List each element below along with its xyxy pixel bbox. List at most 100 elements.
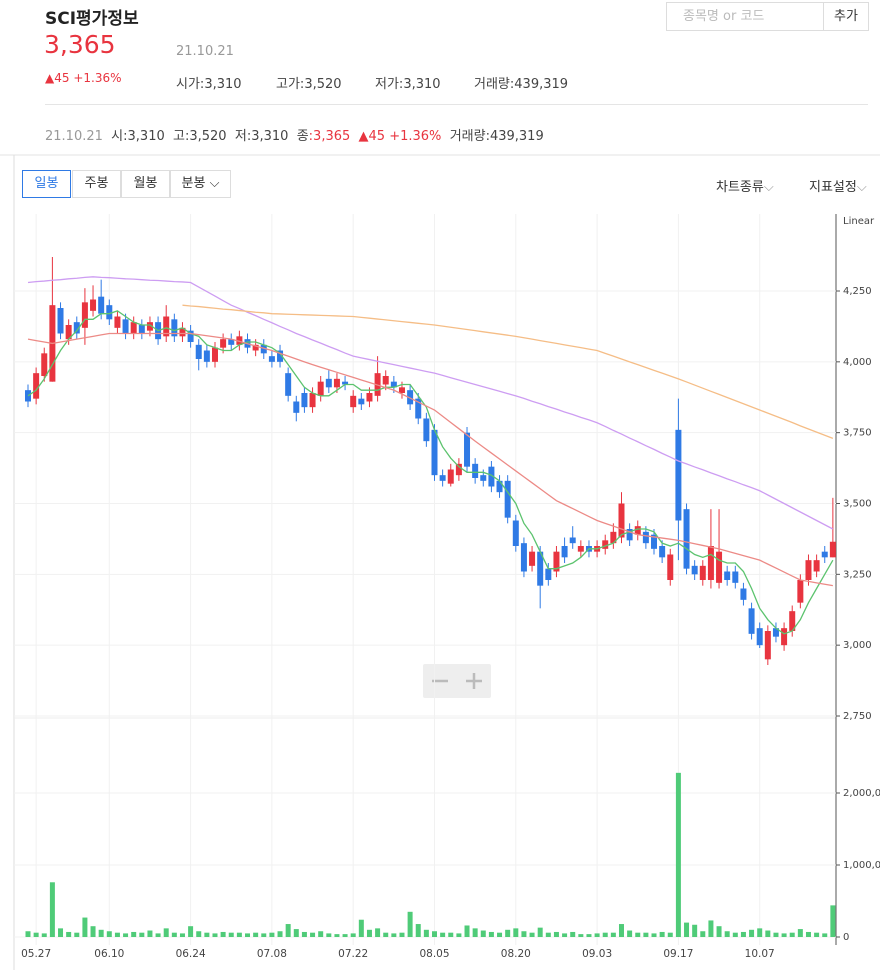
y-tick-label: 3,000	[843, 640, 872, 651]
volume-bar	[610, 932, 616, 937]
candle-body	[57, 308, 64, 334]
candle-body	[73, 322, 80, 334]
volume-bar	[253, 932, 259, 937]
search-input[interactable]: 종목명 or 코드	[666, 2, 824, 31]
candle-body	[496, 480, 503, 493]
x-tick-label: 07.08	[257, 948, 287, 960]
candle-body	[577, 546, 584, 552]
y-tick-label: 2,750	[843, 711, 872, 722]
candle-body	[398, 387, 405, 393]
volume-bar	[570, 931, 576, 937]
candle-body	[561, 546, 568, 558]
volume-bar	[602, 932, 608, 937]
menu-label: 차트종류	[716, 180, 764, 195]
volume-bar	[139, 932, 145, 937]
candle-body	[423, 418, 430, 442]
add-button[interactable]: 추가	[823, 2, 869, 31]
candle-body	[33, 373, 40, 399]
candles	[25, 257, 836, 665]
volume-bar	[627, 930, 633, 937]
candle-body	[106, 305, 113, 320]
volume-bar	[391, 933, 397, 937]
menu[interactable]: 지표설정⌵	[809, 180, 867, 195]
chart-panel	[14, 205, 880, 970]
volume-bar	[310, 932, 316, 937]
volume-bar	[643, 932, 649, 937]
menu[interactable]: 차트종류⌵	[716, 180, 774, 195]
volume-bar	[456, 933, 462, 937]
value: 3,520	[185, 129, 227, 144]
stat: 시가3,310	[176, 73, 242, 92]
volume-bar	[708, 920, 714, 937]
volume-bar	[293, 929, 299, 937]
candle-body	[699, 565, 706, 580]
volume-bar	[383, 932, 389, 937]
menu-label: 지표설정	[809, 180, 857, 195]
date: 21.10.21	[176, 44, 234, 59]
candle-body	[81, 302, 88, 328]
y-tick-label: 2,000,000	[843, 788, 880, 799]
candle-body	[146, 322, 153, 331]
candle-body	[277, 350, 284, 362]
volume-bar	[58, 928, 64, 937]
candle-body	[325, 378, 332, 388]
candle-body	[781, 628, 788, 646]
candle-body	[634, 526, 641, 535]
zoom-bg	[423, 664, 491, 698]
candle-body	[618, 503, 625, 538]
candle-body	[707, 546, 714, 580]
candle-body	[764, 631, 771, 660]
volume-bar	[635, 932, 641, 937]
summary-item: 종3,365	[297, 129, 351, 144]
volume-bar	[781, 933, 787, 937]
candle-body	[179, 327, 186, 337]
volume-bar	[618, 924, 624, 937]
volume-bar	[407, 911, 413, 937]
volume-bar	[659, 931, 665, 937]
x-tick-label: 06.10	[94, 948, 124, 960]
candle-body	[829, 541, 836, 558]
summary-volume: 거래량439,319	[450, 129, 544, 144]
candle-body	[390, 381, 397, 388]
value: 3,365	[309, 129, 351, 144]
candle-body	[220, 339, 227, 348]
volume-bar	[261, 933, 267, 937]
candle-body	[610, 531, 617, 544]
volume-bar	[537, 927, 543, 937]
stat: 거래량439,319	[474, 73, 568, 92]
candle-body	[626, 529, 633, 541]
zoom-control[interactable]	[423, 664, 491, 698]
price: 3,365	[44, 30, 116, 59]
x-tick-label: 08.20	[501, 948, 531, 960]
volume-bar	[196, 931, 202, 937]
y-tick-label: 1,000,000	[843, 860, 880, 871]
stat-label: 저가	[375, 77, 399, 92]
volume-bar	[448, 932, 454, 937]
volume-bar	[123, 933, 129, 937]
volume-bar	[155, 933, 161, 937]
volume-bar	[269, 932, 275, 937]
candle-body	[211, 347, 218, 362]
change-value: 45	[368, 129, 386, 144]
label: 저	[234, 129, 247, 144]
volume-bar	[423, 929, 429, 937]
volume-bar	[326, 933, 332, 937]
volume-bar	[586, 934, 592, 937]
candle-body	[455, 463, 462, 476]
candle-body	[447, 469, 454, 484]
volume-bar	[366, 929, 372, 937]
change-rate: +1.36%	[73, 71, 122, 85]
tab[interactable]: 주봉	[72, 170, 121, 198]
volume-bar	[106, 931, 112, 937]
tab[interactable]: 분봉 ⌵	[170, 170, 231, 198]
candle-body	[805, 560, 812, 580]
tab[interactable]: 일봉	[22, 170, 71, 198]
volume-bar	[334, 934, 340, 937]
volume-bar	[553, 931, 559, 937]
volume-bar	[358, 919, 364, 937]
candle-body	[171, 319, 178, 337]
volume-bar	[692, 924, 698, 937]
volume-bar	[521, 931, 527, 937]
tab[interactable]: 월봉	[121, 170, 170, 198]
